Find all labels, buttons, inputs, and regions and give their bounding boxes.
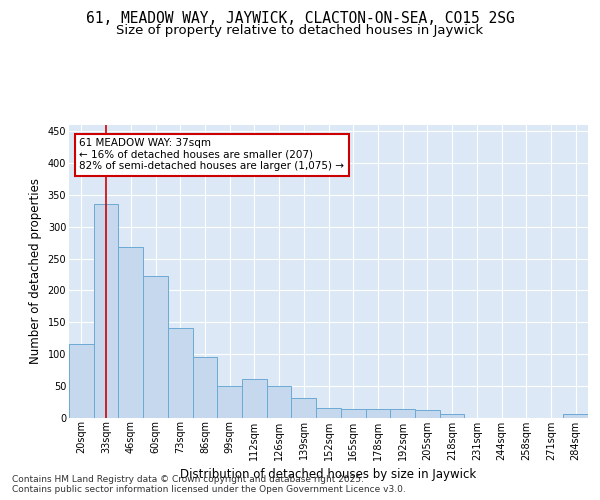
Bar bbox=[440, 414, 464, 418]
Bar bbox=[118, 247, 143, 418]
Bar bbox=[168, 328, 193, 418]
Bar bbox=[316, 408, 341, 418]
Text: Size of property relative to detached houses in Jaywick: Size of property relative to detached ho… bbox=[116, 24, 484, 37]
Bar bbox=[242, 380, 267, 418]
Bar bbox=[217, 386, 242, 418]
Bar bbox=[390, 409, 415, 418]
Text: 61, MEADOW WAY, JAYWICK, CLACTON-ON-SEA, CO15 2SG: 61, MEADOW WAY, JAYWICK, CLACTON-ON-SEA,… bbox=[86, 11, 514, 26]
Text: Contains HM Land Registry data © Crown copyright and database right 2025.
Contai: Contains HM Land Registry data © Crown c… bbox=[12, 474, 406, 494]
Bar bbox=[341, 409, 365, 418]
Bar bbox=[69, 344, 94, 418]
Y-axis label: Number of detached properties: Number of detached properties bbox=[29, 178, 42, 364]
Bar bbox=[193, 357, 217, 418]
X-axis label: Distribution of detached houses by size in Jaywick: Distribution of detached houses by size … bbox=[181, 468, 476, 481]
Text: 61 MEADOW WAY: 37sqm
← 16% of detached houses are smaller (207)
82% of semi-deta: 61 MEADOW WAY: 37sqm ← 16% of detached h… bbox=[79, 138, 344, 172]
Bar bbox=[94, 204, 118, 418]
Bar bbox=[267, 386, 292, 418]
Bar bbox=[563, 414, 588, 418]
Bar bbox=[143, 276, 168, 418]
Bar bbox=[292, 398, 316, 417]
Bar bbox=[365, 409, 390, 418]
Bar bbox=[415, 410, 440, 418]
